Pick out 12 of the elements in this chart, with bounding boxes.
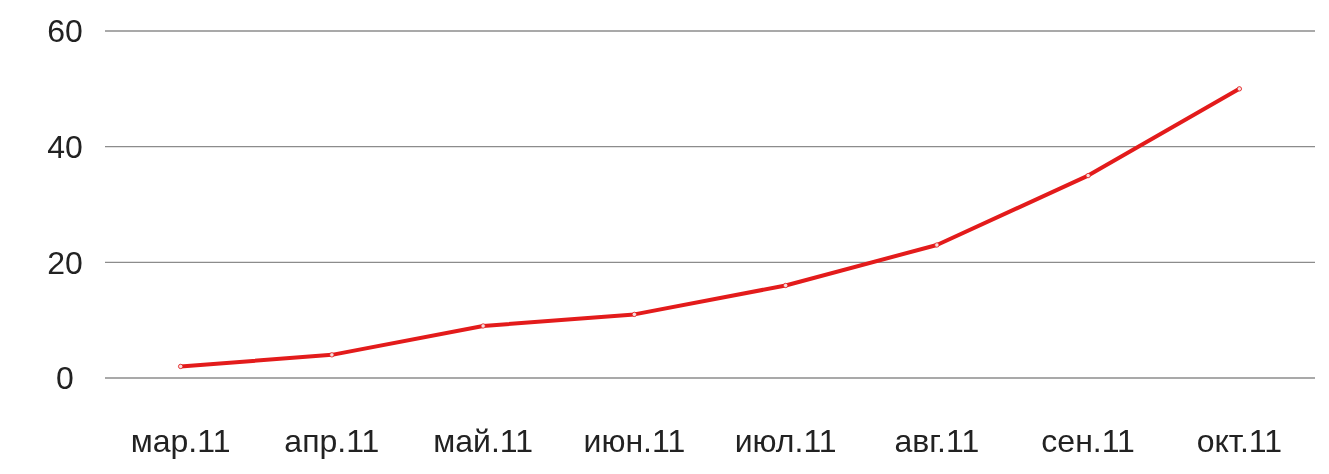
y-tick-label: 0 [56, 360, 74, 397]
y-tick-label: 20 [47, 244, 83, 281]
x-tick-label: мар.11 [130, 423, 231, 459]
x-tick-label: май.11 [433, 423, 534, 459]
x-tick-label: сен.11 [1041, 423, 1135, 459]
x-tick-label: окт.11 [1196, 423, 1283, 459]
x-tick-label: июн.11 [583, 423, 686, 459]
x-tick-label: авг.11 [894, 423, 980, 459]
y-tick-label: 60 [47, 13, 83, 50]
x-tick-label: июл.11 [734, 423, 837, 459]
x-tick-label: апр.11 [284, 423, 380, 459]
y-tick-label: 40 [47, 128, 83, 165]
